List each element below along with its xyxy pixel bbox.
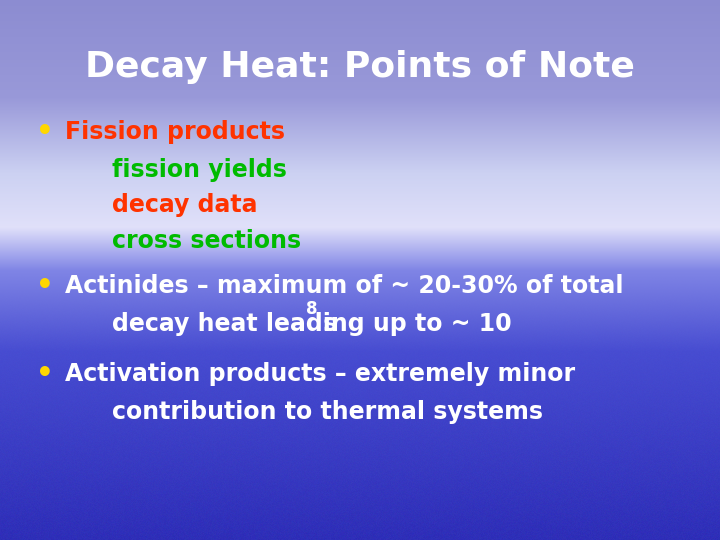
Text: fission yields: fission yields — [112, 158, 287, 182]
Text: contribution to thermal systems: contribution to thermal systems — [112, 400, 543, 424]
Text: 8: 8 — [306, 300, 318, 318]
Text: cross sections: cross sections — [112, 230, 301, 253]
Text: •: • — [36, 118, 54, 146]
Text: •: • — [36, 272, 54, 300]
Text: Actinides – maximum of ~ 20-30% of total: Actinides – maximum of ~ 20-30% of total — [65, 274, 624, 298]
Text: Fission products: Fission products — [65, 120, 285, 144]
Text: s: s — [315, 312, 338, 336]
Text: decay data: decay data — [112, 193, 257, 217]
Text: Decay Heat: Points of Note: Decay Heat: Points of Note — [85, 51, 635, 84]
Text: decay heat leading up to ~ 10: decay heat leading up to ~ 10 — [112, 312, 511, 336]
Text: •: • — [36, 360, 54, 388]
Text: Activation products – extremely minor: Activation products – extremely minor — [65, 362, 575, 386]
